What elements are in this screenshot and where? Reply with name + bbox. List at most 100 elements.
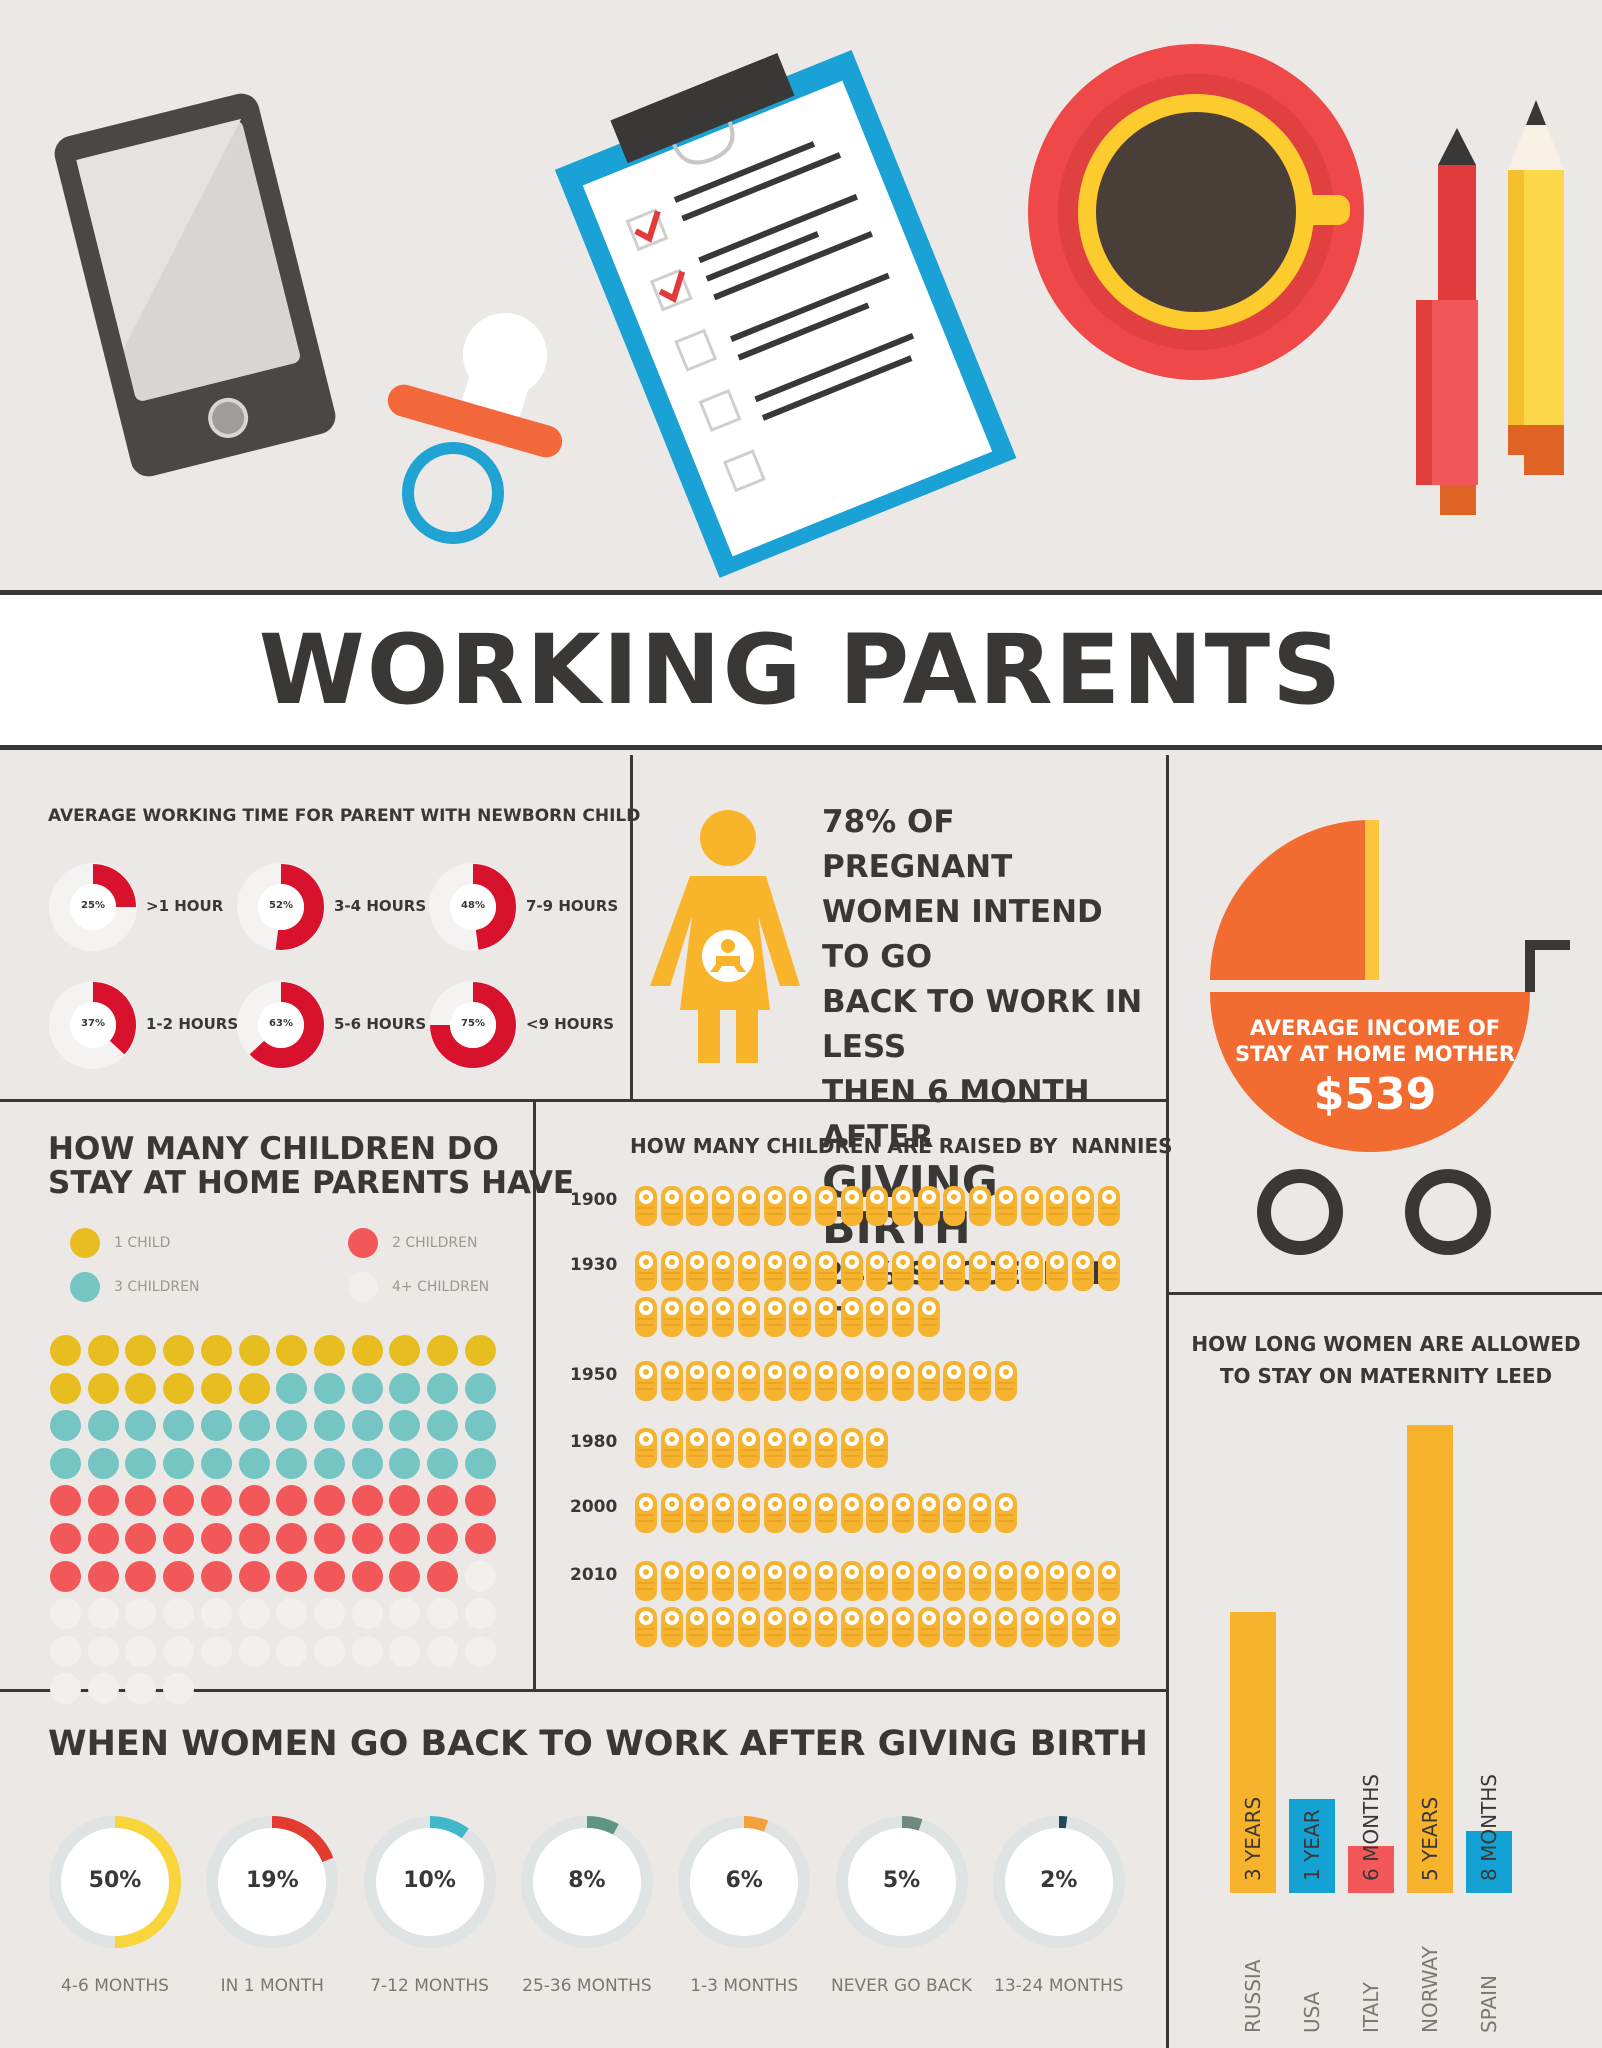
child-dot: [276, 1447, 308, 1479]
baby-icon: [943, 1493, 966, 1533]
pregnant-line: BACK TO WORK IN LESS: [822, 984, 1143, 1065]
baby-icon: [866, 1607, 889, 1647]
baby-icon: [737, 1607, 760, 1647]
ring-arc: [586, 1816, 619, 1835]
stroller-icon: [1210, 820, 1570, 1255]
baby-icon: [712, 1297, 735, 1337]
child-dot: [464, 1523, 496, 1554]
ring-arc: [272, 1816, 334, 1863]
child-dot: [87, 1598, 119, 1630]
working-time-title: AVERAGE WORKING TIME FOR PARENT WITH NEW…: [48, 806, 641, 826]
baby-icon: [660, 1607, 683, 1647]
clipboard-icon: [554, 49, 1017, 578]
ring-chart: [206, 1816, 339, 1948]
nanny-year: 1930: [570, 1255, 618, 1275]
divider: [1168, 1292, 1602, 1295]
donut-arc: [430, 982, 516, 1068]
child-dot: [464, 1410, 496, 1442]
baby-icon: [840, 1297, 863, 1337]
maternity-bar: [1230, 1612, 1276, 1893]
child-dot: [87, 1447, 119, 1479]
nanny-year: 1980: [570, 1432, 618, 1452]
baby-icon: [866, 1251, 889, 1291]
maternity-bar: [1466, 1830, 1512, 1893]
child-dot: [200, 1485, 232, 1517]
baby-icon: [1020, 1607, 1043, 1647]
baby-icon: [635, 1297, 657, 1337]
child-dot: [313, 1335, 345, 1366]
baby-icon: [994, 1607, 1017, 1647]
baby-icon: [943, 1607, 966, 1647]
baby-icon: [892, 1251, 914, 1291]
child-dot: [351, 1447, 383, 1479]
child-dot: [276, 1523, 308, 1554]
baby-icon: [840, 1428, 863, 1468]
child-dot: [200, 1410, 232, 1442]
baby-icon: [814, 1251, 837, 1291]
baby-icon: [969, 1186, 992, 1226]
baby-icon: [917, 1297, 940, 1337]
working-time-donut: [49, 863, 137, 951]
donut-arc: [249, 982, 324, 1068]
child-dot: [313, 1485, 345, 1517]
child-dot: [351, 1598, 383, 1630]
baby-icon: [840, 1186, 863, 1226]
child-dot: [276, 1635, 308, 1667]
bar-value-label: 6 MONTHS: [1359, 1774, 1383, 1881]
baby-icon: [917, 1607, 940, 1647]
baby-icon: [943, 1561, 966, 1601]
child-dot: [464, 1560, 496, 1592]
child-dot: [50, 1447, 81, 1479]
ring-percent: 6%: [725, 1868, 763, 1893]
children-title: HOW MANY CHILDREN DO STAY AT HOME PARENT…: [48, 1132, 574, 1200]
baby-icon: [686, 1493, 709, 1533]
baby-icon: [840, 1493, 863, 1533]
desk-illustration: [54, 44, 1564, 578]
baby-icon: [737, 1251, 760, 1291]
child-dot: [427, 1523, 458, 1554]
child-dot: [200, 1372, 232, 1404]
child-dot: [238, 1485, 270, 1517]
country-label: RUSSIA: [1241, 1959, 1265, 2033]
donut-label: 5-6 HOURS: [334, 1015, 427, 1033]
baby-icon: [1046, 1251, 1069, 1291]
children-title-line2: STAY AT HOME PARENTS HAVE: [48, 1165, 575, 1201]
pregnant-line: WOMEN INTEND TO GO: [822, 894, 1103, 975]
title-band: WORKING PARENTS: [0, 590, 1602, 750]
baby-icon: [814, 1607, 837, 1647]
baby-icon: [686, 1251, 709, 1291]
bar-value-label: 8 MONTHS: [1477, 1774, 1501, 1881]
baby-icon: [866, 1297, 889, 1337]
baby-icon: [1046, 1561, 1069, 1601]
baby-icon: [1097, 1251, 1120, 1291]
child-dot: [313, 1523, 345, 1554]
baby-icon: [660, 1428, 683, 1468]
baby-icon: [789, 1561, 812, 1601]
baby-icon: [1020, 1251, 1043, 1291]
child-dot: [351, 1335, 383, 1366]
children-title-line1: HOW MANY CHILDREN DO: [48, 1131, 499, 1167]
baby-icon: [969, 1493, 992, 1533]
baby-icon: [789, 1607, 812, 1647]
baby-icon: [712, 1428, 735, 1468]
divider: [630, 755, 633, 1100]
child-dot: [427, 1598, 458, 1630]
baby-icon: [635, 1561, 657, 1601]
child-dot: [389, 1447, 421, 1479]
child-dot: [238, 1447, 270, 1479]
child-dot: [351, 1410, 383, 1442]
working-time-donut: [429, 863, 517, 951]
baby-icon: [686, 1607, 709, 1647]
child-dot: [276, 1410, 308, 1442]
child-dot: [464, 1447, 496, 1479]
child-dot: [238, 1335, 270, 1366]
baby-icon: [1020, 1561, 1043, 1601]
baby-icon: [866, 1428, 889, 1468]
baby-icon: [1020, 1186, 1043, 1226]
donut-arc: [92, 864, 136, 908]
child-dot: [238, 1523, 270, 1554]
baby-icon: [1046, 1607, 1069, 1647]
legend-label: 3 CHILDREN: [114, 1279, 200, 1295]
baby-icon: [943, 1186, 966, 1226]
donut-label: >1 HOUR: [146, 897, 224, 915]
